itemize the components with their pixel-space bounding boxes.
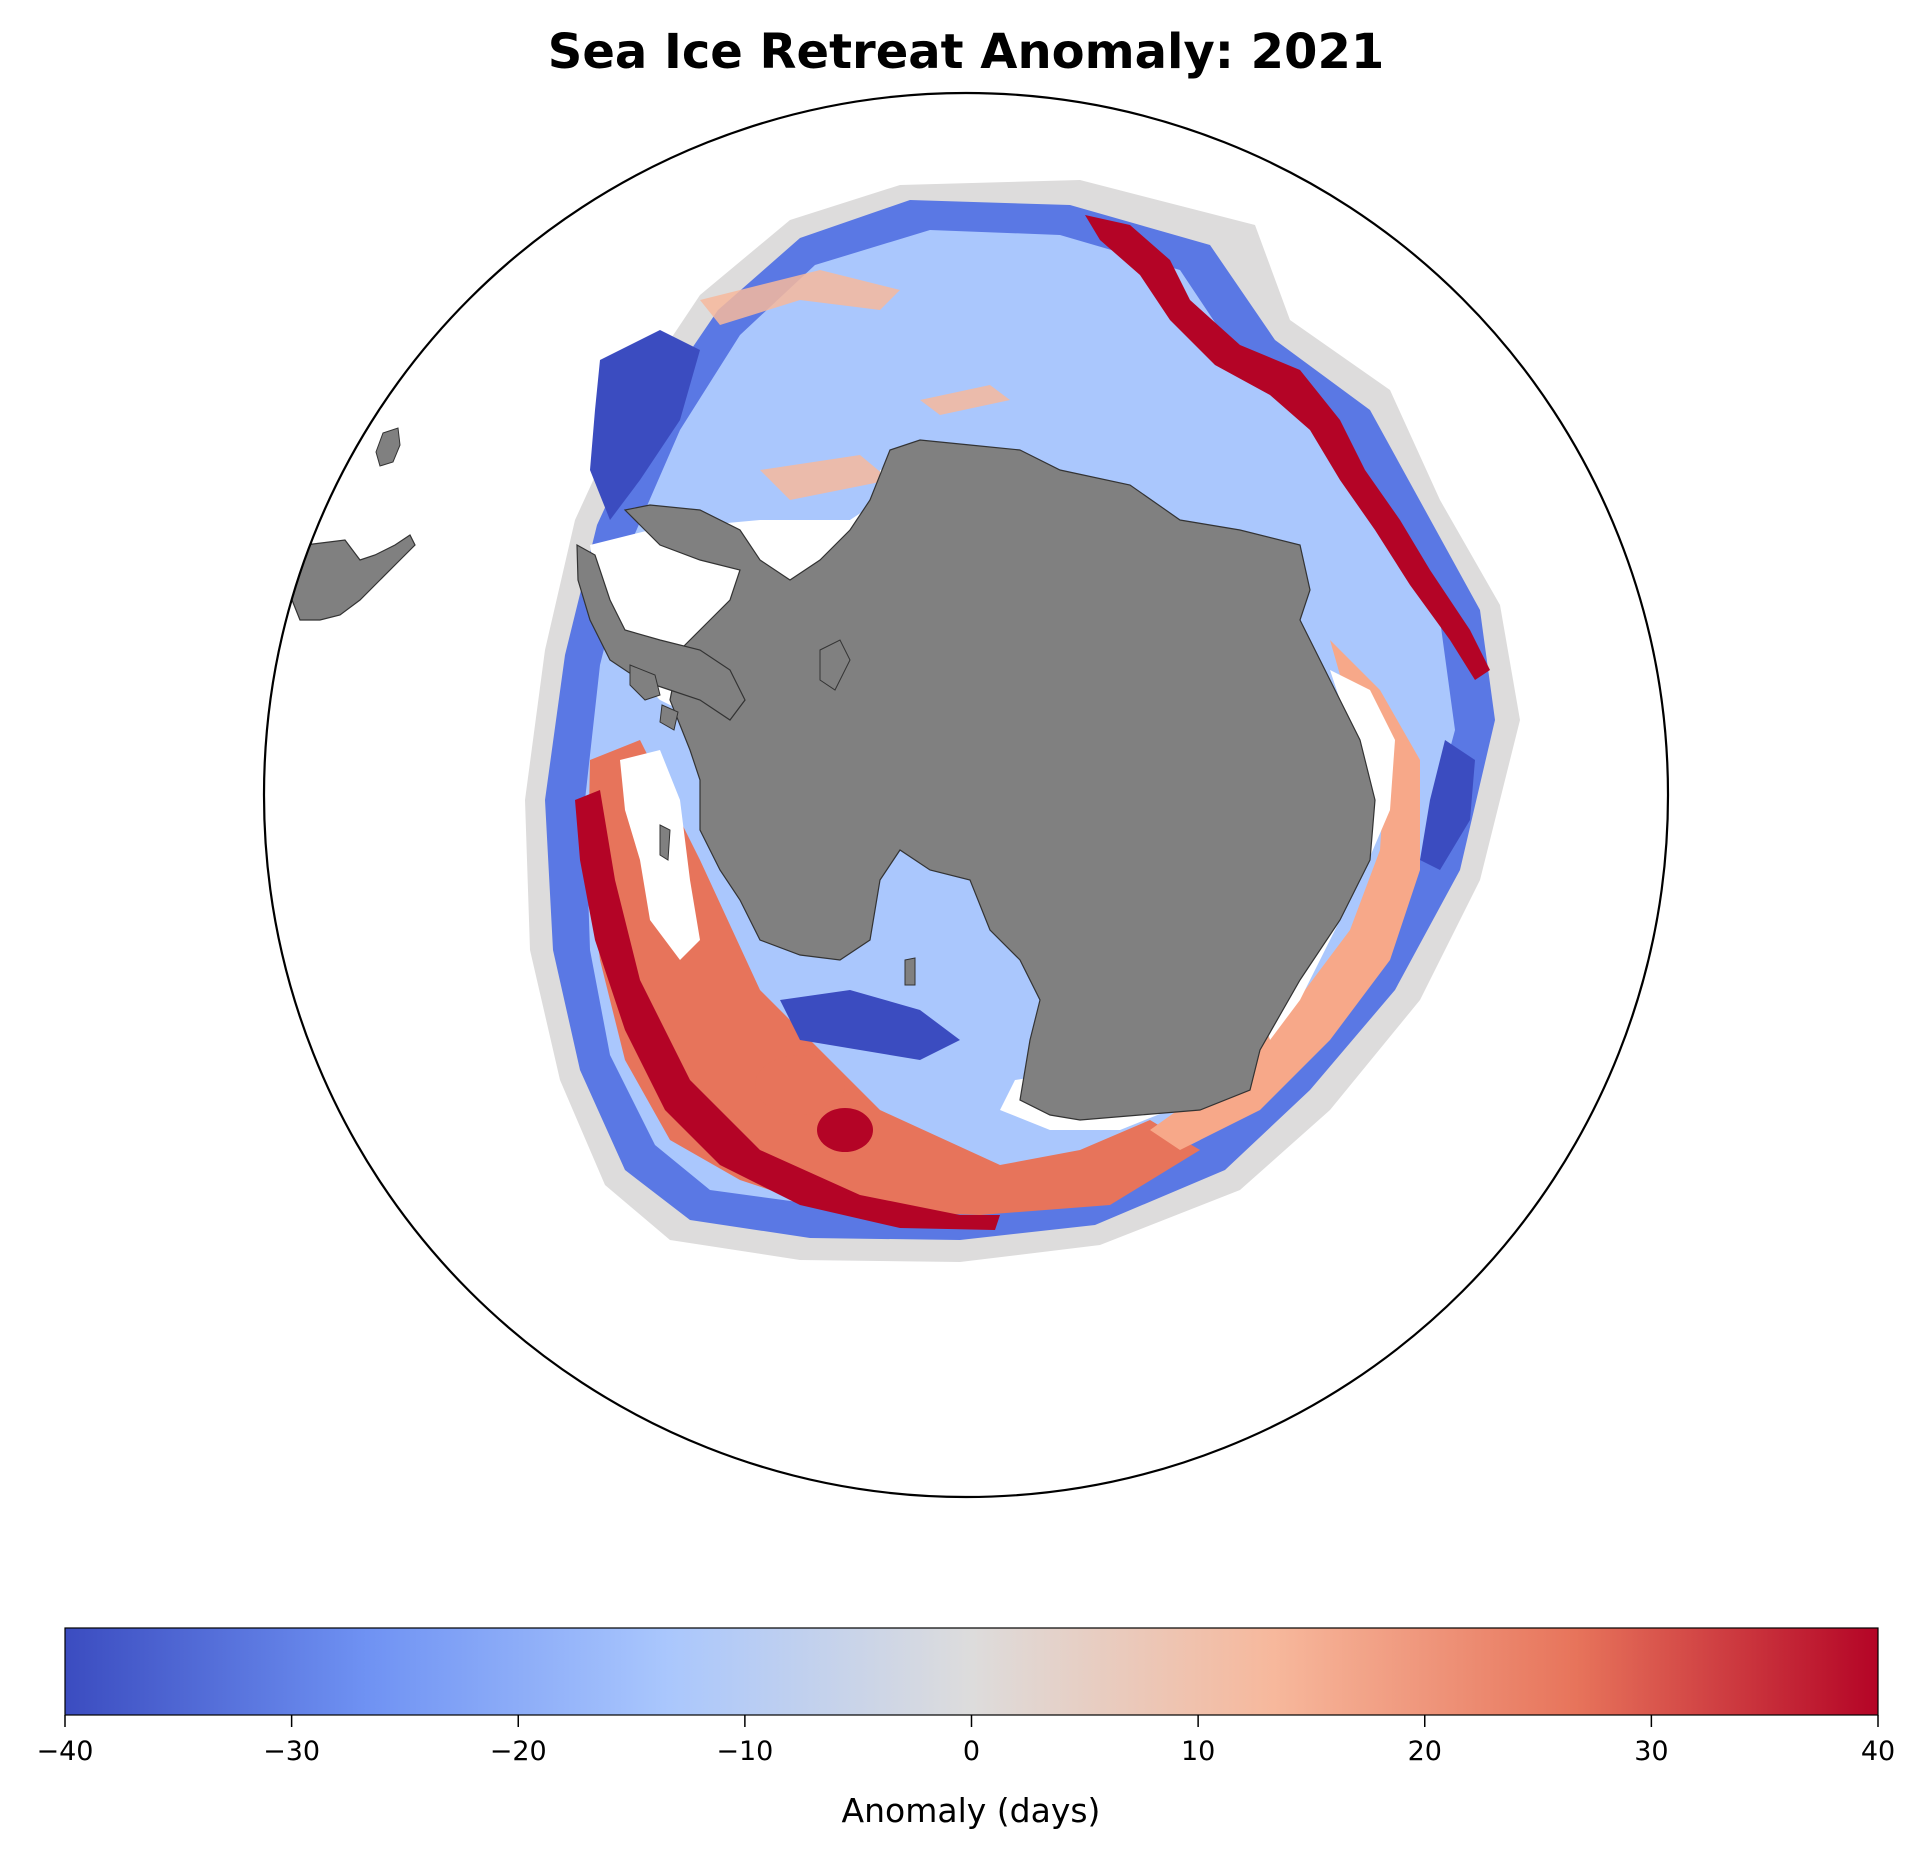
colorbar-tick-label: −10 bbox=[716, 1736, 773, 1767]
antarctic-peninsula bbox=[576, 543, 746, 721]
positive-sector-southwest bbox=[588, 740, 1200, 1215]
negative-patch-west bbox=[590, 330, 700, 520]
map-boundary bbox=[262, 91, 1670, 1499]
colorbar-tick-label: −30 bbox=[263, 1736, 320, 1767]
island-west-coast bbox=[659, 824, 671, 861]
positive-patch-southwest bbox=[755, 1055, 845, 1115]
south-america-tip bbox=[291, 534, 416, 621]
colorbar-tick-label: 0 bbox=[963, 1736, 980, 1767]
colorbar-tick-label: −20 bbox=[490, 1736, 547, 1767]
colorbar-tick-label: 10 bbox=[1181, 1736, 1215, 1767]
colorbar: −40 −30 −20 −10 0 10 20 30 40 Anomaly (days) bbox=[37, 1627, 1895, 1830]
map-panel bbox=[262, 91, 1670, 1499]
colorbar-ticks: −40 −30 −20 −10 0 10 20 30 40 bbox=[37, 1715, 1895, 1767]
colorbar-tick-label: 40 bbox=[1861, 1736, 1895, 1767]
colorbar-tick-label: 30 bbox=[1634, 1736, 1668, 1767]
island-peninsula-2 bbox=[659, 704, 679, 731]
positive-band-east-coast bbox=[1150, 640, 1420, 1150]
island-east-coast bbox=[819, 639, 851, 691]
colorbar-label: Anomaly (days) bbox=[842, 1791, 1101, 1830]
colorbar-gradient bbox=[65, 1628, 1878, 1715]
colorbar-tick-label: −40 bbox=[37, 1736, 94, 1767]
island-peninsula-1 bbox=[629, 664, 661, 701]
island-south bbox=[904, 957, 916, 986]
falkland-island bbox=[375, 427, 401, 467]
colorbar-tick-label: 20 bbox=[1408, 1736, 1442, 1767]
negative-patch-east bbox=[1420, 740, 1475, 870]
antarctica bbox=[623, 439, 1376, 1121]
positive-edge-southwest bbox=[575, 790, 1000, 1230]
positive-edge-east bbox=[1085, 215, 1490, 680]
negative-patch-south bbox=[780, 990, 960, 1060]
map-title: Sea Ice Retreat Anomaly: 2021 bbox=[548, 24, 1384, 80]
positive-streaks-north bbox=[700, 270, 1010, 500]
positive-core-southwest bbox=[817, 1108, 873, 1152]
